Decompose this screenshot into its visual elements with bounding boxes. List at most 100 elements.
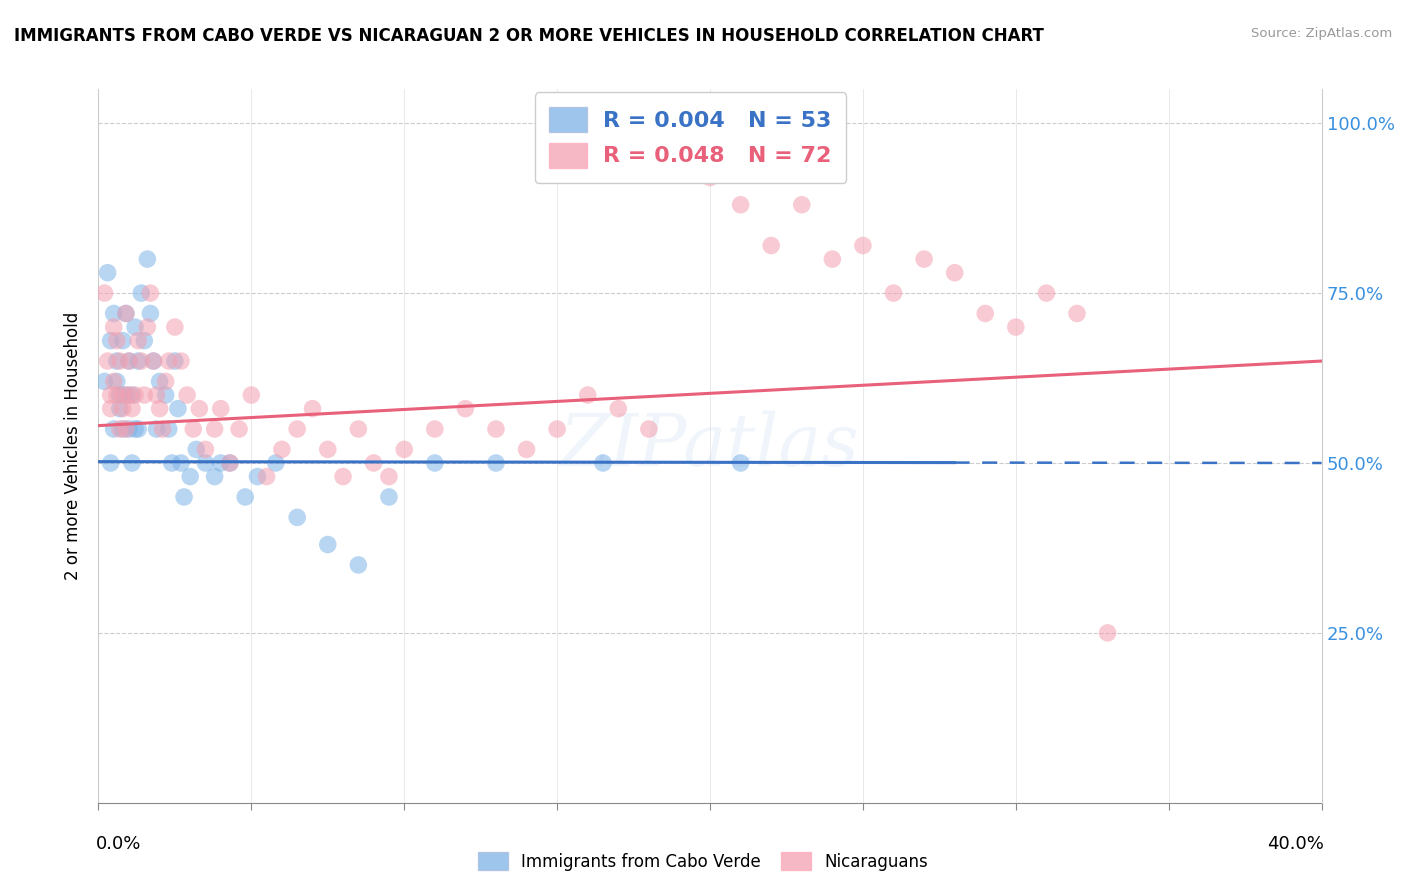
- Point: [108, 422, 131, 436]
- Point: [163, 320, 186, 334]
- Point: [301, 401, 323, 416]
- Point: [97, 266, 120, 280]
- Point: [883, 286, 905, 301]
- Point: [152, 422, 174, 436]
- Point: [108, 401, 131, 416]
- Point: [1066, 306, 1088, 320]
- Point: [186, 442, 208, 457]
- Text: 40.0%: 40.0%: [1267, 835, 1324, 853]
- Point: [145, 388, 167, 402]
- Point: [423, 422, 446, 436]
- Legend: R = 0.004   N = 53, R = 0.048   N = 72: R = 0.004 N = 53, R = 0.048 N = 72: [534, 93, 846, 183]
- Point: [699, 170, 721, 185]
- Point: [100, 456, 122, 470]
- Point: [270, 442, 292, 457]
- Point: [105, 354, 128, 368]
- Point: [392, 442, 416, 457]
- Point: [347, 422, 370, 436]
- Point: [188, 401, 211, 416]
- Point: [1035, 286, 1057, 301]
- Point: [170, 354, 193, 368]
- Point: [111, 401, 134, 416]
- Point: [637, 422, 661, 436]
- Point: [103, 375, 125, 389]
- Point: [111, 422, 134, 436]
- Point: [378, 490, 401, 504]
- Point: [127, 422, 149, 436]
- Point: [108, 388, 131, 402]
- Point: [105, 334, 128, 348]
- Point: [93, 286, 115, 301]
- Point: [179, 469, 201, 483]
- Point: [103, 306, 125, 320]
- Point: [145, 422, 167, 436]
- Point: [127, 354, 149, 368]
- Point: [209, 456, 232, 470]
- Point: [163, 354, 186, 368]
- Point: [607, 401, 630, 416]
- Point: [316, 537, 339, 551]
- Point: [136, 320, 159, 334]
- Point: [142, 354, 165, 368]
- Point: [167, 401, 190, 416]
- Point: [139, 306, 162, 320]
- Point: [115, 422, 138, 436]
- Point: [821, 252, 844, 266]
- Point: [974, 306, 997, 320]
- Point: [127, 334, 149, 348]
- Point: [115, 388, 138, 402]
- Point: [264, 456, 287, 470]
- Point: [209, 401, 232, 416]
- Point: [516, 442, 538, 457]
- Point: [347, 558, 370, 572]
- Point: [176, 388, 198, 402]
- Point: [730, 456, 752, 470]
- Point: [285, 510, 308, 524]
- Point: [139, 286, 162, 301]
- Point: [170, 456, 193, 470]
- Point: [423, 456, 446, 470]
- Point: [124, 422, 146, 436]
- Point: [576, 388, 599, 402]
- Text: IMMIGRANTS FROM CABO VERDE VS NICARAGUAN 2 OR MORE VEHICLES IN HOUSEHOLD CORRELA: IMMIGRANTS FROM CABO VERDE VS NICARAGUAN…: [14, 27, 1043, 45]
- Point: [1097, 626, 1119, 640]
- Point: [105, 375, 128, 389]
- Point: [121, 388, 143, 402]
- Point: [454, 401, 477, 416]
- Point: [912, 252, 935, 266]
- Point: [105, 388, 128, 402]
- Point: [240, 388, 263, 402]
- Point: [160, 456, 183, 470]
- Point: [943, 266, 966, 280]
- Point: [157, 354, 180, 368]
- Point: [97, 354, 120, 368]
- Point: [134, 388, 156, 402]
- Point: [100, 388, 122, 402]
- Point: [228, 422, 250, 436]
- Point: [100, 334, 122, 348]
- Point: [256, 469, 278, 483]
- Point: [103, 422, 125, 436]
- Point: [93, 375, 115, 389]
- Point: [118, 354, 141, 368]
- Text: Source: ZipAtlas.com: Source: ZipAtlas.com: [1251, 27, 1392, 40]
- Point: [124, 388, 146, 402]
- Point: [149, 375, 172, 389]
- Point: [852, 238, 875, 252]
- Point: [111, 388, 134, 402]
- Point: [204, 469, 226, 483]
- Point: [142, 354, 165, 368]
- Point: [134, 334, 156, 348]
- Point: [103, 320, 125, 334]
- Point: [546, 422, 568, 436]
- Point: [316, 442, 339, 457]
- Point: [155, 388, 177, 402]
- Point: [485, 456, 508, 470]
- Y-axis label: 2 or more Vehicles in Household: 2 or more Vehicles in Household: [65, 312, 83, 580]
- Point: [149, 401, 172, 416]
- Point: [118, 388, 141, 402]
- Text: ZIPatlas: ZIPatlas: [560, 410, 860, 482]
- Point: [121, 401, 143, 416]
- Legend: Immigrants from Cabo Verde, Nicaraguans: Immigrants from Cabo Verde, Nicaraguans: [470, 844, 936, 880]
- Point: [485, 422, 508, 436]
